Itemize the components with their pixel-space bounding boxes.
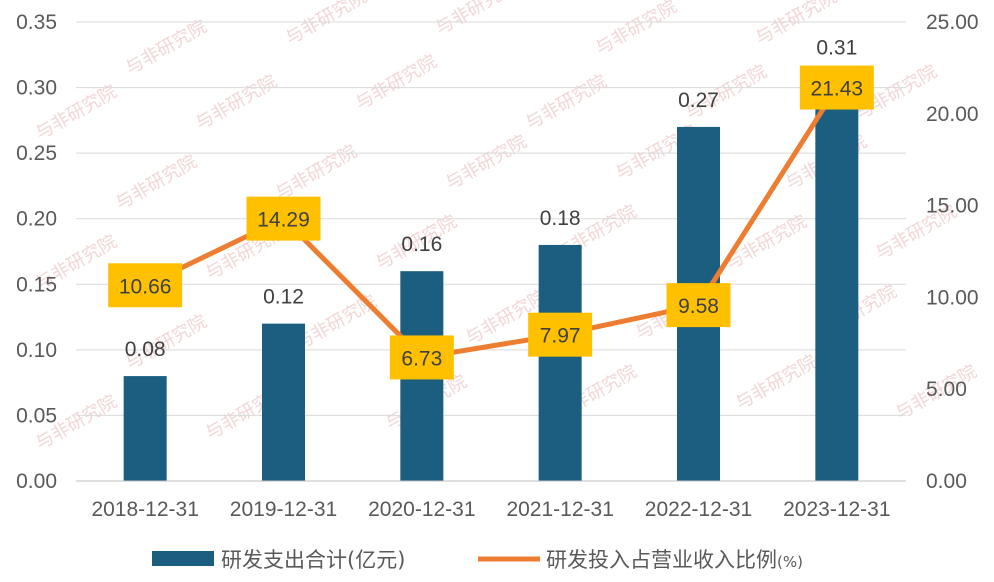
line-point-label-box — [389, 335, 454, 380]
bar — [262, 323, 305, 481]
watermark-text: 与非研究院 — [522, 71, 610, 134]
legend-bar-label: 研发支出合计(亿元) — [221, 548, 405, 572]
watermark-text: 与非研究院 — [592, 0, 680, 59]
x-tick-label: 2018-12-31 — [91, 498, 198, 521]
left-tick-label: 0.10 — [16, 339, 57, 362]
line-point-label-box — [108, 263, 183, 308]
line-point-label-box — [799, 65, 874, 110]
left-tick-label: 0.15 — [16, 273, 57, 296]
right-tick-label: 25.00 — [926, 11, 979, 34]
bar-value-label: 0.16 — [401, 233, 442, 256]
x-tick-label: 2022-12-31 — [645, 498, 752, 521]
line-point-label-box — [246, 196, 321, 241]
left-y-axis: 0.00 0.05 0.10 0.15 0.20 0.25 0.30 0.35 — [16, 11, 57, 493]
line-value-label: 6.73 — [401, 347, 442, 370]
bar-value-label: 0.12 — [263, 286, 304, 309]
x-tick-label: 2021-12-31 — [506, 498, 613, 521]
legend: 研发支出合计(亿元) 研发投入占营业收入比例(%) — [152, 548, 803, 572]
line-value-label: 14.29 — [257, 209, 310, 232]
legend-bar-swatch — [152, 551, 214, 566]
bar-value-label: 0.18 — [540, 207, 581, 230]
watermark-text: 与非研究院 — [432, 0, 520, 39]
bar-value-label: 0.08 — [125, 338, 166, 361]
left-tick-label: 0.35 — [16, 11, 57, 34]
watermark-text: 与非研究院 — [122, 16, 210, 79]
x-tick-label: 2020-12-31 — [368, 498, 475, 521]
watermark-text: 与非研究院 — [732, 351, 820, 414]
right-tick-label: 5.00 — [926, 378, 967, 401]
line-value-label: 7.97 — [540, 325, 581, 348]
watermark-text: 与非研究院 — [112, 151, 200, 214]
right-tick-label: 10.00 — [926, 286, 979, 309]
watermark-text: 与非研究院 — [272, 141, 360, 204]
right-tick-label: 15.00 — [926, 195, 979, 218]
line-value-label: 9.58 — [678, 295, 719, 318]
watermark-text: 与非研究院 — [442, 131, 530, 194]
left-tick-label: 0.20 — [16, 208, 57, 231]
x-axis: 2018-12-31 2019-12-31 2020-12-31 2021-12-31… — [76, 480, 906, 521]
bar — [123, 376, 167, 481]
gridlines — [76, 21, 906, 482]
line-value-label: 10.66 — [119, 275, 172, 298]
left-tick-label: 0.30 — [16, 77, 57, 100]
watermark-text: 与非研究院 — [192, 71, 280, 134]
x-tick-label: 2019-12-31 — [230, 498, 337, 521]
line-value-label: 21.43 — [811, 78, 864, 101]
bar-value-label: 0.27 — [678, 89, 719, 112]
bar-series: 0.08 0.12 0.16 0.18 0.27 0.31 — [123, 36, 859, 482]
left-tick-label: 0.00 — [16, 470, 57, 493]
right-tick-label: 20.00 — [926, 103, 979, 126]
right-y-axis: 0.00 5.00 10.00 15.00 20.00 25.00 — [926, 11, 979, 493]
watermark-text: 与非研究院 — [282, 0, 370, 49]
left-tick-label: 0.25 — [16, 142, 57, 165]
line-point-label-box — [528, 312, 593, 357]
line-point-label-box — [666, 283, 731, 328]
watermark-text: 与非研究院 — [352, 51, 440, 114]
bar — [538, 244, 582, 481]
left-tick-label: 0.05 — [16, 404, 57, 427]
right-tick-label: 0.00 — [926, 470, 967, 493]
x-tick-label: 2023-12-31 — [783, 498, 890, 521]
line-series: 10.66 14.29 6.73 7.97 9.58 21.43 — [108, 65, 874, 380]
bar-value-label: 0.31 — [816, 36, 857, 59]
bar — [815, 74, 859, 481]
legend-line-label: 研发投入占营业收入比例(%) — [546, 548, 803, 572]
